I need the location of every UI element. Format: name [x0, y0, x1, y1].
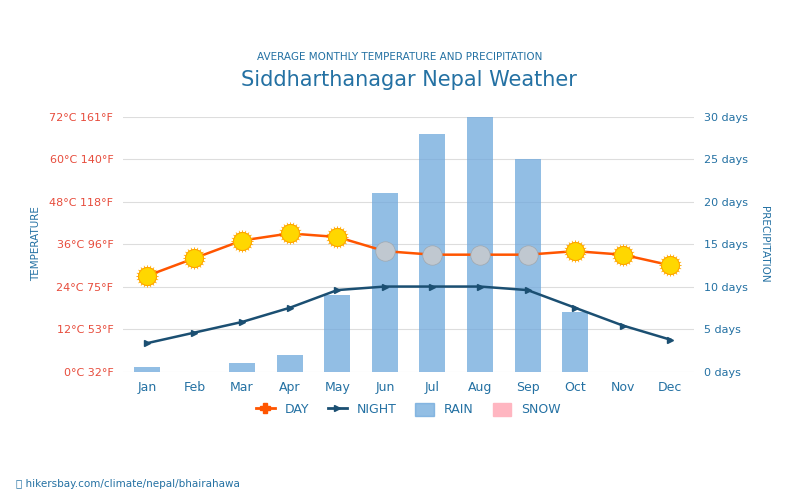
Bar — [372, 193, 398, 372]
Text: 📍 hikersbay.com/climate/nepal/bhairahawa: 📍 hikersbay.com/climate/nepal/bhairahawa — [16, 479, 240, 489]
Title: Siddharthanagar Nepal Weather: Siddharthanagar Nepal Weather — [241, 70, 577, 90]
Bar — [277, 354, 302, 372]
Y-axis label: TEMPERATURE: TEMPERATURE — [31, 206, 41, 282]
Bar — [562, 312, 588, 372]
Legend: DAY, NIGHT, RAIN, SNOW: DAY, NIGHT, RAIN, SNOW — [251, 398, 566, 421]
Bar — [229, 363, 255, 372]
Bar — [419, 134, 446, 372]
Bar — [134, 368, 160, 372]
Y-axis label: PRECIPITATION: PRECIPITATION — [759, 206, 769, 282]
Bar — [514, 159, 541, 372]
Bar — [467, 116, 493, 372]
Text: AVERAGE MONTHLY TEMPERATURE AND PRECIPITATION: AVERAGE MONTHLY TEMPERATURE AND PRECIPIT… — [258, 52, 542, 62]
Bar — [324, 295, 350, 372]
